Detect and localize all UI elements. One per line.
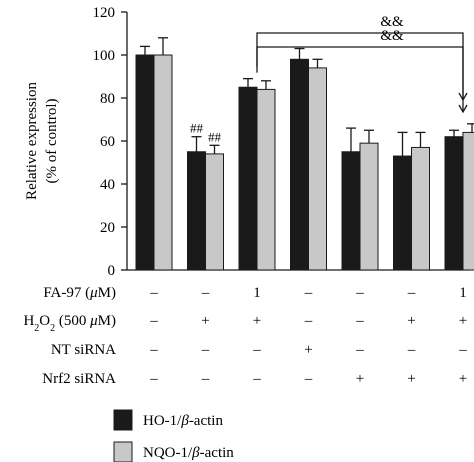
treatment-value: – [201, 342, 210, 358]
treatment-value: – [355, 313, 364, 329]
treatment-value: – [458, 342, 467, 358]
treatment-value: + [407, 371, 415, 387]
treatment-value: – [407, 342, 416, 358]
treatment-value: – [304, 313, 313, 329]
treatment-value: – [201, 285, 210, 301]
treatment-value: – [149, 285, 158, 301]
y-tick-label: 120 [93, 5, 116, 21]
bracket-arrowhead [458, 104, 468, 114]
treatment-value: – [252, 342, 261, 358]
comparison-bracket [256, 32, 464, 100]
treatment-value: + [459, 371, 467, 387]
treatment-value: + [407, 313, 415, 329]
bar [205, 153, 224, 271]
bar [153, 54, 173, 271]
treatment-value: – [355, 285, 364, 301]
bar [290, 58, 309, 271]
bar [187, 151, 206, 271]
treatment-value: + [201, 313, 209, 329]
significance-mark: ## [208, 129, 222, 144]
annotations: ## ## &&&& [190, 14, 468, 144]
treatment-value: – [407, 285, 416, 301]
bar [393, 155, 412, 271]
treatment-value: + [253, 313, 261, 329]
axes: 0 20 40 60 80 100 120 Relative expression (% of … [24, 5, 470, 279]
treatment-value: – [149, 371, 158, 387]
legend-swatch [113, 409, 133, 431]
comparison-bracket [256, 46, 464, 112]
treatment-value: – [149, 342, 158, 358]
treatment-row-label: NT siRNA [51, 342, 116, 358]
y-tick-label: 0 [108, 263, 116, 279]
bars [135, 37, 474, 271]
y-tick-label: 40 [100, 177, 115, 193]
treatment-value: + [459, 313, 467, 329]
treatment-value: – [304, 285, 313, 301]
bar [462, 131, 474, 271]
bar [238, 86, 258, 271]
y-tick-label: 100 [93, 48, 116, 64]
bar [411, 146, 430, 271]
y-tick-label: 80 [100, 91, 115, 107]
treatment-row-label: Nrf2 siRNA [42, 371, 116, 387]
treatment-value: – [201, 371, 210, 387]
treatment-value: + [356, 371, 364, 387]
treatment-value: – [252, 371, 261, 387]
y-tick-label: 20 [100, 220, 115, 236]
treatment-table: FA-97 (μM) – – 1 – – – 1 H2O2 (500 μM) – + + – – + + NT … [23, 285, 467, 387]
treatment-row-label: H2O2 (500 μM) [23, 313, 116, 334]
treatment-value: 1 [253, 285, 261, 301]
legend-label: NQO-1/β-actin [143, 445, 234, 461]
significance-mark: && [380, 14, 404, 30]
y-axis-label: Relative expression (% of control) [24, 82, 60, 200]
treatment-value: – [355, 342, 364, 358]
bar [308, 67, 327, 271]
treatment-value: – [149, 313, 158, 329]
treatment-value: + [304, 342, 312, 358]
legend-swatch [113, 441, 133, 462]
bar [444, 136, 464, 271]
significance-mark: ## [190, 121, 204, 136]
y-tick-label: 60 [100, 134, 115, 150]
treatment-value: – [304, 371, 313, 387]
treatment-value: 1 [459, 285, 467, 301]
bar [256, 88, 276, 271]
significance-mark: && [380, 28, 404, 44]
legend: HO-1/β-actin NQO-1/β-actin [113, 409, 234, 462]
treatment-row-label: FA-97 (μM) [43, 285, 116, 301]
bar [135, 54, 155, 271]
legend-label: HO-1/β-actin [143, 413, 223, 429]
bar [359, 142, 379, 271]
bar [341, 151, 361, 271]
